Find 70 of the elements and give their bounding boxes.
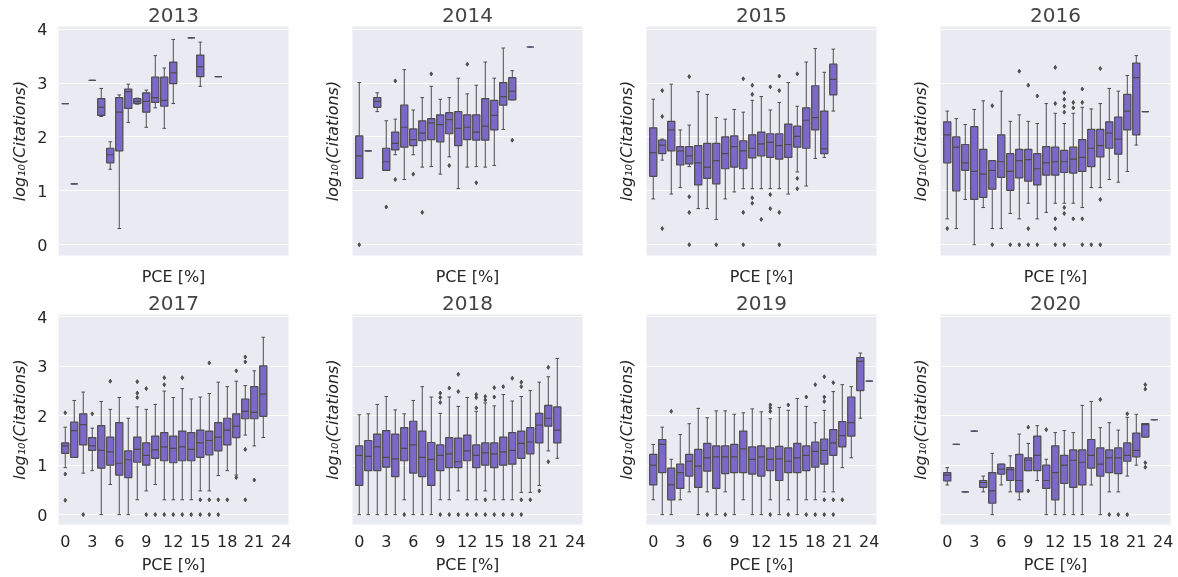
x-axis-title: PCE [%] (141, 554, 206, 574)
x-tick-label: 6 (114, 531, 125, 551)
x-tick-label: 21 (538, 531, 559, 551)
y-tick-label: 4 (37, 20, 48, 40)
x-axis-title: PCE [%] (141, 266, 206, 286)
y-axis-title: log₁₀(Citations) (10, 359, 30, 480)
x-tick-label: 0 (354, 531, 365, 551)
y-tick-label: 2 (37, 406, 48, 426)
y-axis-title: log₁₀(Citations) (10, 80, 30, 202)
x-tick-label: 0 (60, 531, 71, 551)
y-tick-label: 1 (37, 456, 48, 476)
x-axis-title: PCE [%] (1023, 266, 1088, 286)
x-tick-label: 6 (408, 531, 419, 551)
x-tick-label: 12 (1045, 531, 1066, 551)
x-tick-label: 24 (1153, 531, 1174, 551)
y-axis-title: log₁₀(Citations) (910, 359, 930, 480)
y-axis-title: log₁₀(Citations) (910, 80, 930, 202)
x-axis-title: PCE [%] (435, 266, 500, 286)
chart-title: 2016 (1030, 2, 1081, 27)
y-tick-label: 1 (37, 181, 48, 201)
chart-title: 2019 (736, 290, 787, 315)
y-axis-title: log₁₀(Citations) (616, 80, 636, 202)
x-tick-label: 12 (751, 531, 772, 551)
x-tick-label: 15 (190, 531, 211, 551)
chart-title: 2017 (148, 290, 199, 315)
chart-title: 2014 (442, 2, 493, 27)
x-tick-label: 9 (435, 531, 446, 551)
x-tick-label: 0 (942, 531, 953, 551)
chart-title: 2018 (442, 290, 493, 315)
y-axis-title: log₁₀(Citations) (616, 359, 636, 480)
x-tick-label: 18 (1099, 531, 1120, 551)
chart-title: 2020 (1030, 290, 1081, 315)
x-tick-label: 6 (996, 531, 1007, 551)
x-tick-label: 12 (163, 531, 184, 551)
y-axis-title: log₁₀(Citations) (322, 80, 342, 202)
y-axis-title: log₁₀(Citations) (322, 359, 342, 480)
chart-title: 2015 (736, 2, 787, 27)
x-tick-label: 15 (484, 531, 505, 551)
x-tick-label: 21 (832, 531, 853, 551)
x-tick-label: 3 (381, 531, 392, 551)
chart-title: 2013 (148, 2, 199, 27)
x-tick-label: 15 (778, 531, 799, 551)
y-tick-label: 2 (37, 127, 48, 147)
x-tick-label: 9 (729, 531, 740, 551)
y-tick-label: 3 (37, 74, 48, 94)
x-tick-label: 18 (217, 531, 238, 551)
x-tick-label: 15 (1072, 531, 1093, 551)
x-tick-label: 3 (675, 531, 686, 551)
x-tick-label: 9 (141, 531, 152, 551)
x-tick-label: 24 (271, 531, 292, 551)
x-axis-title: PCE [%] (729, 554, 794, 574)
y-tick-label: 0 (37, 505, 48, 525)
x-tick-label: 0 (648, 531, 659, 551)
x-tick-label: 21 (244, 531, 265, 551)
x-tick-label: 21 (1126, 531, 1147, 551)
x-tick-label: 12 (457, 531, 478, 551)
x-axis-title: PCE [%] (435, 554, 500, 574)
x-tick-label: 24 (859, 531, 880, 551)
x-axis-title: PCE [%] (1023, 554, 1088, 574)
x-tick-label: 18 (805, 531, 826, 551)
y-tick-label: 4 (37, 307, 48, 327)
x-tick-label: 3 (969, 531, 980, 551)
x-axis-title: PCE [%] (729, 266, 794, 286)
x-tick-label: 18 (511, 531, 532, 551)
x-tick-label: 9 (1023, 531, 1034, 551)
y-tick-label: 0 (37, 235, 48, 255)
x-tick-label: 6 (702, 531, 713, 551)
x-tick-label: 24 (565, 531, 586, 551)
x-tick-label: 3 (87, 531, 98, 551)
y-tick-label: 3 (37, 357, 48, 377)
